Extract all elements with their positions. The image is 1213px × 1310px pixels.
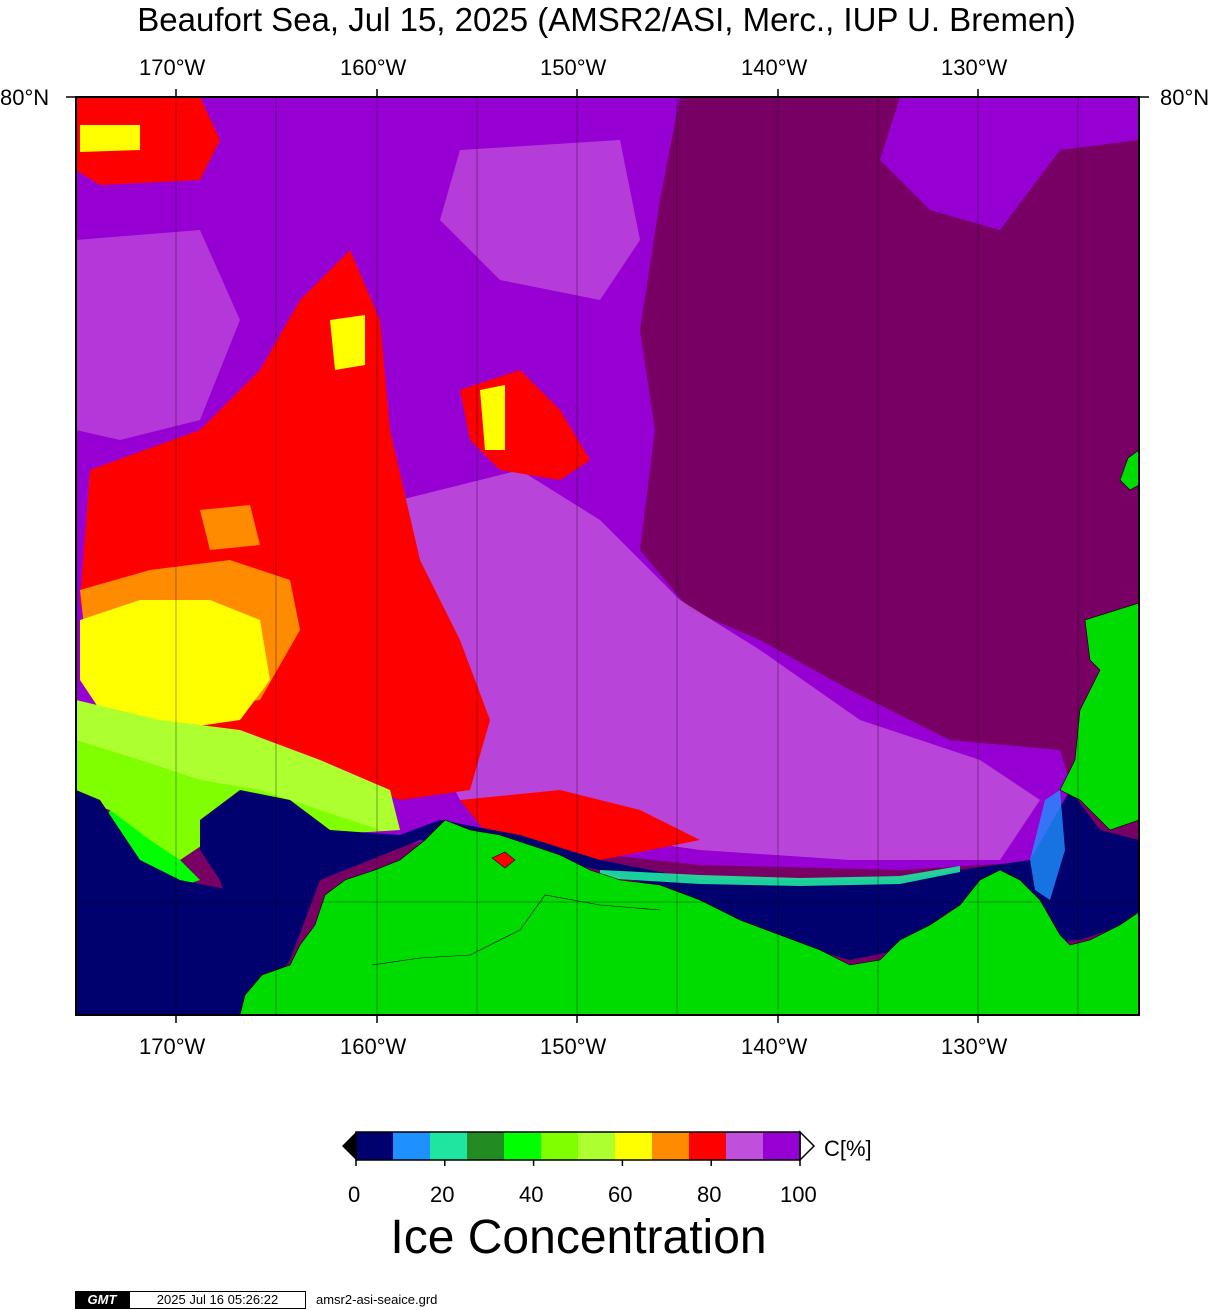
- lat-label-left: 80°N: [0, 85, 50, 110]
- colorbar-over-triangle: [799, 1130, 816, 1162]
- colorbar-swatch: [615, 1132, 653, 1160]
- ice-zone-orange-2: [200, 505, 260, 550]
- ice-zone-yellow: [80, 600, 270, 730]
- ice-zone-yellow-3: [330, 315, 365, 370]
- ice-zone-yellow-2: [80, 125, 140, 152]
- colorbar: [342, 1130, 816, 1166]
- lon-label-bottom-160w: 160°W: [340, 1034, 407, 1059]
- land-alaska: [239, 819, 1139, 1015]
- colorbar-under-triangle: [342, 1132, 356, 1160]
- open-water-west: [76, 790, 280, 1015]
- lon-label-bottom-150w: 150°W: [540, 1034, 607, 1059]
- lon-label-bottom-130w: 130°W: [941, 1034, 1008, 1059]
- colorbar-tick-20: 20: [430, 1182, 455, 1207]
- footer-timestamp: 2025 Jul 16 05:26:22: [129, 1291, 306, 1309]
- lon-label-top-170w: 170°W: [139, 55, 206, 80]
- lon-label-bottom-140w: 140°W: [741, 1034, 808, 1059]
- colorbar-tick-60: 60: [608, 1182, 633, 1207]
- ice-zone-yellowgreen: [76, 700, 400, 835]
- ice-zone-red-3: [76, 97, 220, 185]
- colorbar-swatch: [467, 1132, 505, 1160]
- graticule: [76, 97, 1139, 1015]
- lon-label-bottom-170w: 170°W: [139, 1034, 206, 1059]
- colorbar-tick-80: 80: [697, 1182, 722, 1207]
- colorbar-tick-100: 100: [780, 1182, 817, 1207]
- colorbar-swatch: [356, 1132, 394, 1160]
- lon-label-top-160w: 160°W: [340, 55, 407, 80]
- lon-label-top-130w: 130°W: [941, 55, 1008, 80]
- ice-zone-lilac-n: [440, 140, 640, 300]
- map-title: Beaufort Sea, Jul 15, 2025 (AMSR2/ASI, M…: [137, 1, 1076, 38]
- colorbar-swatch: [430, 1132, 468, 1160]
- colorbar-swatch: [393, 1132, 431, 1160]
- colorbar-swatch: [726, 1132, 764, 1160]
- colorbar-tick-40: 40: [519, 1182, 544, 1207]
- footer-filename: amsr2-asi-seaice.grd: [316, 1292, 438, 1307]
- ice-zone-purple-ne: [880, 97, 1139, 230]
- colorbar-tick-0: 0: [348, 1182, 361, 1207]
- ice-zone-green-edge: [100, 810, 200, 890]
- ice-zone-lilac: [400, 470, 1040, 860]
- land-canada-ne: [1119, 449, 1139, 491]
- colorbar-title: Ice Concentration: [390, 1211, 767, 1264]
- border-line: [371, 894, 661, 966]
- lon-label-top-150w: 150°W: [540, 55, 607, 80]
- colorbar-swatch: [763, 1132, 801, 1160]
- colorbar-swatch: [689, 1132, 727, 1160]
- map-ticks: [66, 89, 1149, 1023]
- ice-edge-strip: [600, 866, 960, 886]
- colorbar-swatch: [541, 1132, 579, 1160]
- map-frame: [76, 97, 1139, 1015]
- map-border: [75, 96, 1140, 1016]
- ice-zone-yellow-4: [480, 385, 505, 450]
- land-canada-east: [1059, 602, 1139, 831]
- lon-label-top-140w: 140°W: [741, 55, 808, 80]
- ice-edge-strip-2: [1030, 790, 1065, 900]
- colorbar-border: [355, 1131, 801, 1161]
- colorbar-swatch: [504, 1132, 542, 1160]
- colorbar-swatch: [578, 1132, 616, 1160]
- land-island: [491, 851, 516, 869]
- colorbar-swatch: [652, 1132, 690, 1160]
- ice-zone-lilac-w: [76, 230, 240, 440]
- lat-label-right: 80°N: [1160, 85, 1210, 110]
- gmt-logo-badge: GMT: [75, 1291, 129, 1309]
- colorbar-unit: C[%]: [824, 1136, 872, 1161]
